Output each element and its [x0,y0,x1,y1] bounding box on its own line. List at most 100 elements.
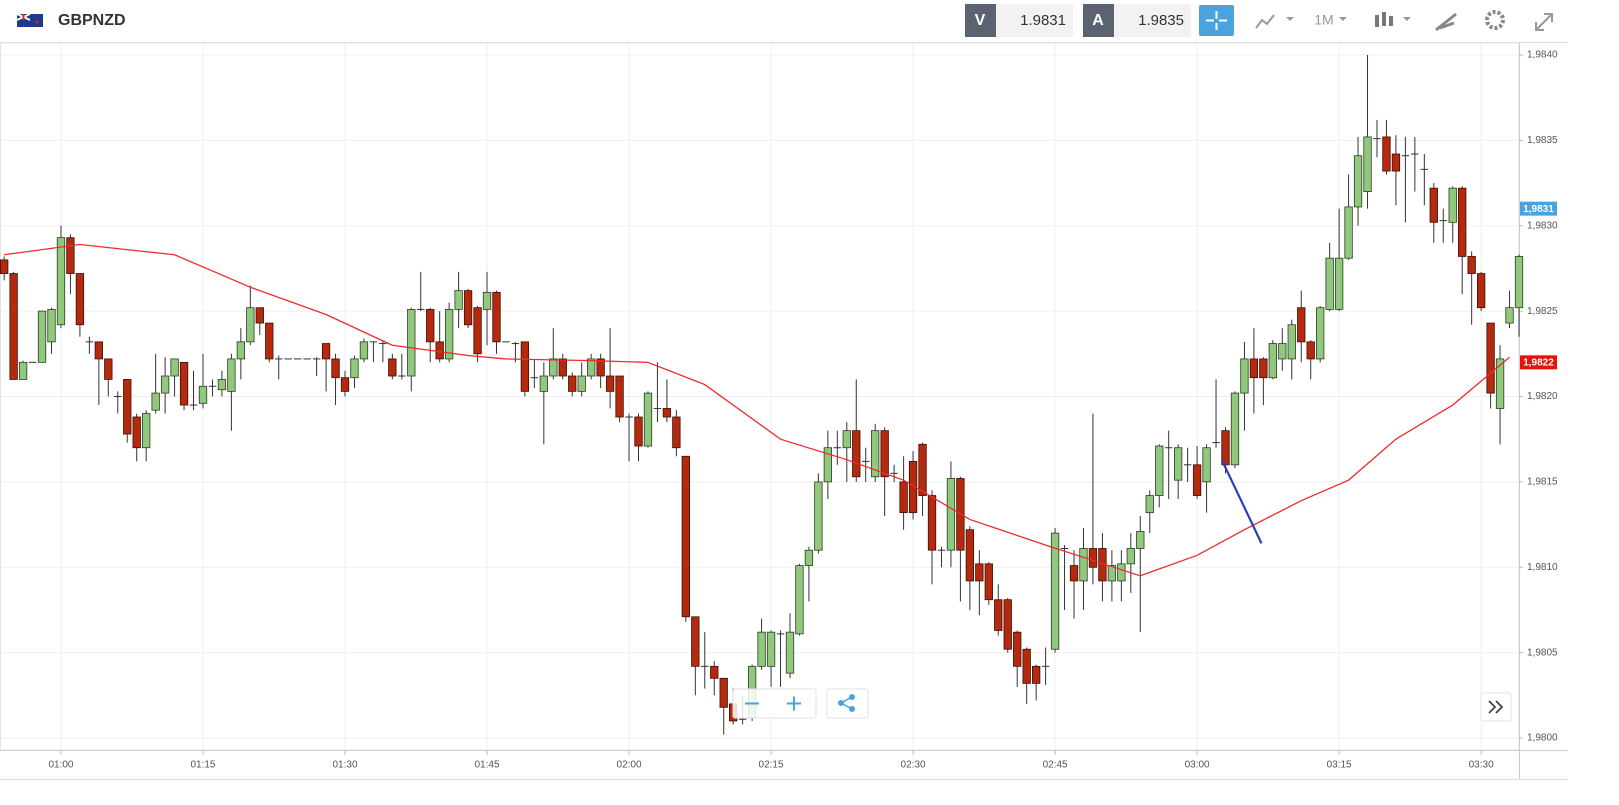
bid-box[interactable] [996,4,1073,37]
y-tick-label: 1,9820 [1527,391,1558,402]
chart-type-button[interactable] [1255,14,1294,29]
candle [1439,208,1448,243]
candle [1069,550,1079,619]
candle [861,447,870,482]
settings-button[interactable] [1485,10,1505,30]
candles-button[interactable] [1375,12,1411,27]
price-tag [1520,355,1557,370]
candle-body [1514,256,1524,309]
candle-body [1003,599,1012,650]
candle-body [710,665,719,679]
candle-body [1136,531,1145,549]
candle [653,362,662,423]
x-tick-label: 01:45 [475,760,500,771]
scroll-end-button[interactable] [1488,700,1504,714]
zoom-in-button[interactable] [787,696,801,711]
candle-body [160,375,170,394]
candle [1287,319,1296,380]
timeframe[interactable]: 1M [1314,12,1333,28]
candle-body [984,563,993,601]
candle [1145,490,1154,534]
candle-body [757,631,766,667]
candle-body [1174,447,1183,481]
candle [9,271,18,380]
candle [833,430,842,465]
candle-body [1249,358,1259,379]
candle [1297,290,1306,363]
candle [473,305,482,363]
candle-body [1316,307,1325,360]
candle-body [1022,648,1031,684]
candle-body [615,375,624,418]
candle-body [454,290,463,310]
candle [766,630,776,687]
share-button[interactable] [838,694,855,712]
candle [1202,444,1211,513]
candle-body [104,358,113,380]
candle [1088,413,1098,585]
x-tick-label: 01:30 [332,760,357,771]
candle-body [1031,665,1041,684]
candle [871,423,880,482]
candle-body [795,565,804,635]
candle [198,353,208,409]
candle [0,256,9,281]
candle [558,353,567,380]
ask-badge[interactable] [1083,4,1114,37]
candle [246,285,255,346]
candle [331,353,340,406]
candle-body [1221,430,1230,466]
y-tick-label: 1,9830 [1527,220,1558,231]
candle-body [871,430,880,478]
candle [568,372,577,397]
ask-box[interactable] [1114,4,1191,37]
candle [1136,516,1145,633]
candle [1117,550,1126,602]
crosshair-button[interactable] [1199,5,1234,36]
fullscreen-button[interactable] [1535,13,1553,31]
candle [350,355,359,388]
candle-body [1325,257,1334,310]
candle-body [520,341,530,392]
candle [18,360,28,380]
candle [114,391,122,414]
candle [975,550,984,616]
candle-body [1429,187,1438,223]
bid-badge[interactable] [965,4,996,37]
candle-body [1467,256,1476,274]
x-tick-label: 03:30 [1469,760,1494,771]
candle-body [56,237,66,326]
y-tick-label: 1,9825 [1527,306,1558,317]
x-tick-label: 03:15 [1327,760,1352,771]
candle-body [340,377,350,392]
candle [217,370,227,397]
candle [899,456,908,530]
symbol[interactable]: GBPNZD [58,12,126,29]
candle [1022,647,1031,704]
candle [852,379,861,482]
zoom-controls [732,688,1512,722]
candle [407,307,416,392]
candle-body [814,481,823,551]
candle [1316,305,1325,363]
candle [75,273,85,337]
candle [179,361,189,411]
candle [492,290,501,354]
candle-body [350,358,359,379]
candle [1334,208,1344,312]
candle [255,307,264,336]
candle-body [1117,563,1126,582]
candle-body [47,309,56,343]
candle [1268,340,1277,380]
candle [1467,251,1476,325]
candle-body [75,273,85,326]
candle-body [681,455,690,618]
candle [946,461,956,568]
candle [435,311,444,363]
candle-body [227,358,236,392]
candle [710,661,719,696]
draw-tool-button[interactable] [1435,12,1457,32]
candle [1183,447,1192,482]
candle-body [634,416,643,447]
